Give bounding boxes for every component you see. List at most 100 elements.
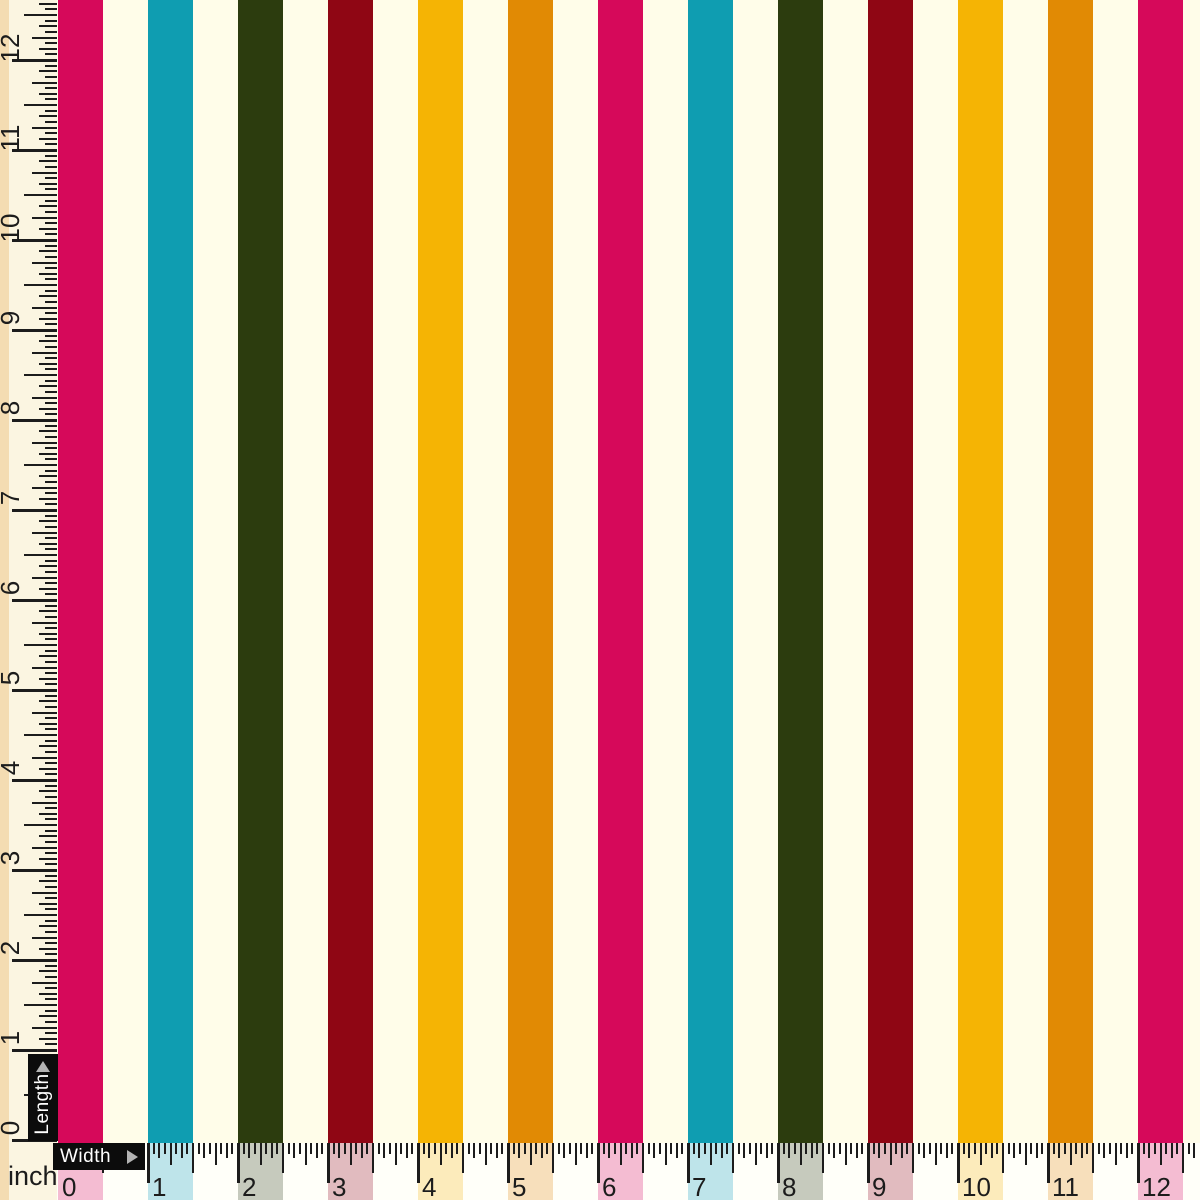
tick bbox=[45, 289, 57, 292]
tick bbox=[32, 216, 57, 219]
tick bbox=[45, 660, 57, 663]
tick bbox=[338, 1143, 341, 1158]
tick bbox=[45, 987, 57, 990]
tick bbox=[962, 1143, 965, 1154]
tick bbox=[754, 1143, 757, 1165]
tick bbox=[39, 160, 57, 163]
tick bbox=[793, 1143, 796, 1154]
tick bbox=[951, 1143, 954, 1154]
tick bbox=[39, 655, 57, 658]
tick bbox=[24, 1004, 57, 1006]
tick bbox=[32, 891, 57, 894]
tick bbox=[39, 452, 57, 455]
tick bbox=[861, 1143, 864, 1154]
tick bbox=[32, 711, 57, 714]
tick bbox=[1013, 1143, 1016, 1158]
tick bbox=[563, 1143, 566, 1158]
tick bbox=[32, 126, 57, 129]
tick bbox=[45, 447, 57, 450]
tick bbox=[45, 514, 57, 517]
tick bbox=[39, 925, 57, 928]
tick bbox=[45, 357, 57, 360]
tick bbox=[45, 300, 57, 303]
tick bbox=[32, 1026, 57, 1029]
tick bbox=[940, 1143, 943, 1154]
tick bbox=[580, 1143, 583, 1154]
tick bbox=[214, 1143, 217, 1165]
length-ruler-number: 12 bbox=[0, 33, 25, 63]
tick bbox=[39, 970, 57, 973]
tick bbox=[208, 1143, 211, 1154]
tick bbox=[45, 1020, 57, 1023]
tick bbox=[1142, 1143, 1145, 1154]
tick bbox=[12, 329, 57, 332]
tick bbox=[996, 1143, 999, 1154]
tick bbox=[1052, 1143, 1055, 1154]
tick bbox=[45, 1043, 57, 1046]
tick bbox=[1018, 1143, 1021, 1154]
tick bbox=[653, 1143, 656, 1158]
tick bbox=[535, 1143, 538, 1154]
tick bbox=[810, 1143, 813, 1158]
tick bbox=[850, 1143, 853, 1154]
tick bbox=[372, 1143, 374, 1173]
tick bbox=[203, 1143, 206, 1158]
tick bbox=[647, 1143, 650, 1154]
tick bbox=[45, 998, 57, 1001]
tick bbox=[12, 149, 57, 152]
tick bbox=[45, 244, 57, 247]
tick bbox=[45, 863, 57, 866]
width-ruler-number: 11 bbox=[1052, 1172, 1079, 1200]
tick bbox=[1165, 1143, 1168, 1154]
tick bbox=[39, 835, 57, 838]
tick bbox=[743, 1143, 746, 1158]
length-ruler-number: 1 bbox=[0, 1031, 25, 1045]
tick bbox=[720, 1143, 723, 1158]
tick bbox=[32, 621, 57, 624]
tick bbox=[45, 199, 57, 202]
tick bbox=[39, 767, 57, 770]
ruler-edge bbox=[0, 0, 9, 1200]
width-ruler-number: 2 bbox=[242, 1172, 257, 1200]
tick bbox=[32, 171, 57, 174]
tick bbox=[39, 430, 57, 433]
tick bbox=[664, 1143, 667, 1165]
tick bbox=[248, 1143, 251, 1158]
tick bbox=[467, 1143, 470, 1154]
tick bbox=[878, 1143, 881, 1158]
fabric-stripe-dark-olive-green bbox=[778, 0, 823, 1200]
tick bbox=[45, 255, 57, 258]
tick bbox=[45, 379, 57, 382]
tick bbox=[45, 705, 57, 708]
tick bbox=[45, 345, 57, 348]
tick bbox=[585, 1143, 588, 1158]
tick bbox=[45, 818, 57, 821]
tick bbox=[175, 1143, 178, 1154]
tick bbox=[327, 1143, 330, 1183]
tick bbox=[540, 1143, 543, 1158]
fabric-stripe-magenta-pink bbox=[58, 0, 103, 1200]
length-ruler-number: 8 bbox=[0, 401, 25, 415]
tick bbox=[529, 1143, 532, 1165]
tick bbox=[1092, 1143, 1094, 1173]
tick bbox=[24, 464, 57, 466]
tick bbox=[192, 1143, 194, 1173]
tick bbox=[411, 1143, 414, 1154]
tick bbox=[39, 610, 57, 613]
tick bbox=[490, 1143, 493, 1154]
tick bbox=[39, 2, 57, 5]
tick bbox=[24, 104, 57, 106]
tick bbox=[501, 1143, 504, 1154]
tick bbox=[32, 666, 57, 669]
tick bbox=[12, 599, 57, 602]
tick bbox=[1030, 1143, 1033, 1154]
tick bbox=[45, 109, 57, 112]
length-label-badge: Length bbox=[28, 1054, 58, 1141]
tick bbox=[45, 975, 57, 978]
tick bbox=[45, 638, 57, 641]
tick bbox=[1007, 1143, 1010, 1154]
tick bbox=[45, 919, 57, 922]
tick bbox=[45, 278, 57, 281]
tick bbox=[703, 1143, 706, 1154]
tick bbox=[1170, 1143, 1173, 1158]
